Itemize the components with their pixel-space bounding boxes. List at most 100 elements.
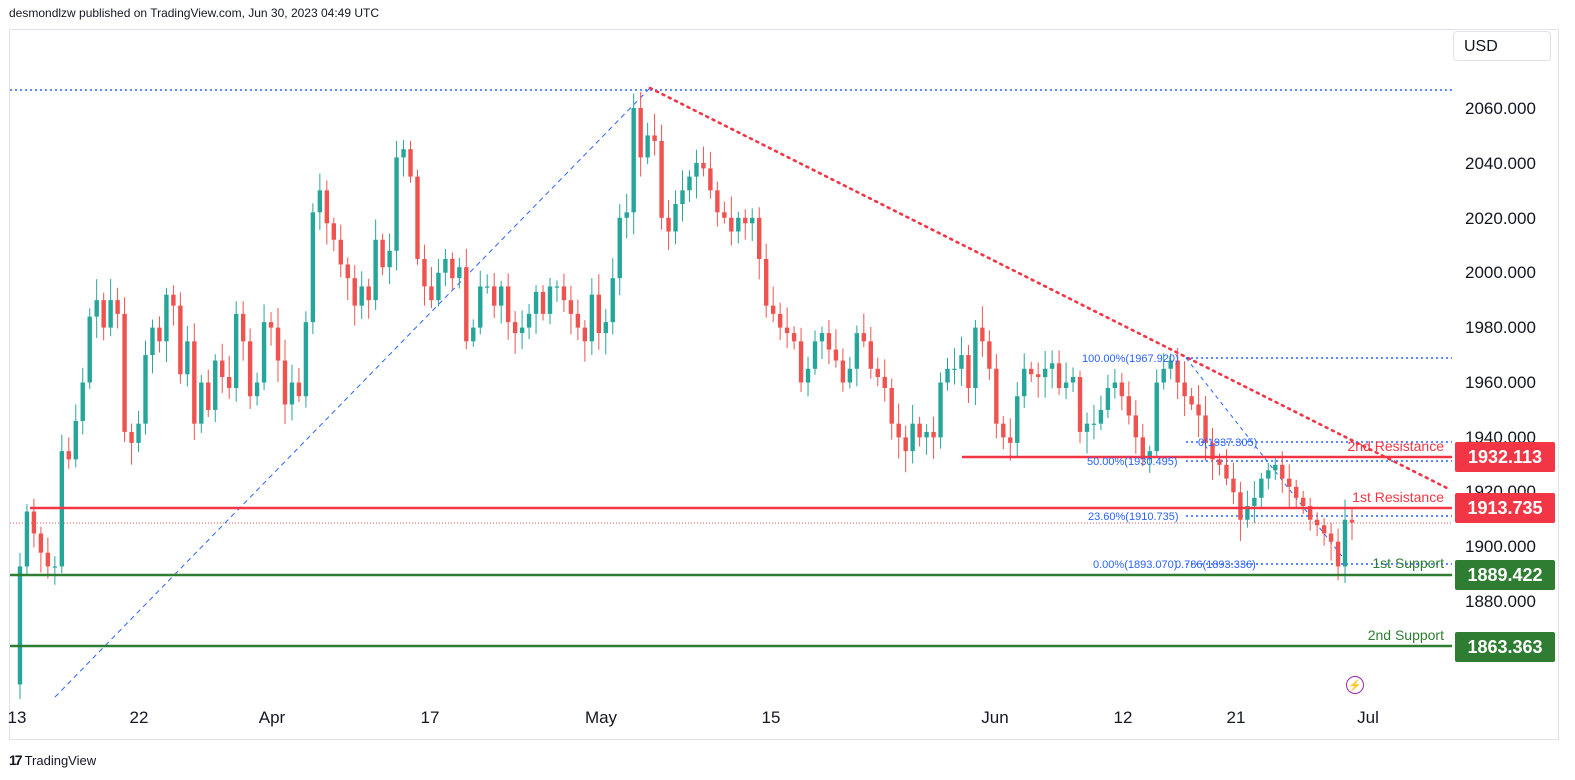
- candle-body: [526, 313, 532, 328]
- candle-body: [1147, 451, 1152, 460]
- candle-body: [129, 431, 134, 443]
- candle-body: [1056, 363, 1062, 388]
- candle-body: [924, 431, 929, 438]
- candle-body: [784, 327, 790, 334]
- candle-body: [415, 176, 420, 259]
- candle-body: [917, 423, 922, 438]
- candle-body: [729, 217, 734, 232]
- candle-body: [910, 423, 915, 452]
- candle-body: [561, 286, 567, 301]
- currency-button[interactable]: USD: [1453, 31, 1551, 61]
- candle-body: [708, 168, 713, 191]
- candle-body: [192, 341, 197, 424]
- x-tick-label: 15: [762, 708, 781, 727]
- candle-body: [268, 322, 274, 328]
- support-2-price-label: 1863.363: [1455, 632, 1555, 662]
- candle-body: [533, 291, 539, 314]
- candle-body: [199, 382, 204, 424]
- x-tick-label: May: [585, 708, 618, 727]
- candle-body: [938, 382, 943, 438]
- candle-body: [987, 341, 992, 369]
- candle-body: [240, 313, 246, 342]
- candle-body: [1112, 382, 1118, 388]
- candle-body: [1314, 519, 1320, 526]
- candle-body: [652, 135, 657, 141]
- candle-body: [1091, 423, 1097, 425]
- candle-body: [512, 322, 518, 334]
- y-tick-label: 1880.000: [1465, 592, 1536, 611]
- candle-body: [1273, 464, 1278, 471]
- candle-body: [805, 368, 811, 383]
- candle-body: [352, 278, 357, 306]
- y-tick-label: 2000.000: [1465, 263, 1536, 282]
- candle-body: [875, 368, 880, 378]
- candle-body: [777, 313, 783, 328]
- tradingview-logo[interactable]: 17 TradingView: [9, 752, 96, 768]
- candle-body: [1217, 459, 1222, 465]
- candle-body: [1231, 478, 1236, 493]
- fib-level-label: 0.00%(1893.070): [1093, 559, 1177, 571]
- candle-body: [617, 217, 622, 279]
- candle-body: [1287, 478, 1292, 487]
- resistance-1-line-label: 1st Resistance: [1352, 489, 1444, 505]
- x-tick-label: 21: [1227, 708, 1246, 727]
- chart-frame[interactable]: [9, 29, 1559, 740]
- candle-body: [498, 286, 504, 306]
- candle-body: [1133, 415, 1139, 438]
- fib-level-label: 100.00%(1967.920): [1082, 353, 1179, 365]
- candle-body: [471, 327, 476, 342]
- candle-body: [296, 382, 302, 397]
- candle-body: [275, 327, 281, 361]
- candle-body: [220, 360, 225, 378]
- candle-body: [1154, 382, 1159, 452]
- candle-body: [73, 420, 78, 460]
- candle-body: [945, 368, 950, 383]
- candle-body: [903, 437, 908, 452]
- y-tick-label: 2020.000: [1465, 209, 1536, 228]
- candle-body: [1175, 360, 1180, 383]
- candle-body: [289, 382, 295, 405]
- candle-body: [401, 149, 406, 158]
- candle-body: [722, 212, 727, 218]
- candle-body: [743, 217, 748, 224]
- candle-body: [1189, 396, 1194, 405]
- candle-body: [582, 327, 588, 342]
- candle-body: [206, 382, 211, 410]
- candle-body: [317, 190, 323, 213]
- candle-body: [457, 267, 462, 279]
- candle-body: [994, 368, 999, 424]
- candle-body: [80, 382, 85, 421]
- x-tick-label: 22: [130, 708, 149, 727]
- fib-level-label: 50.00%(1930.495): [1087, 456, 1178, 468]
- candle-body: [1168, 360, 1173, 369]
- candle-body: [87, 316, 92, 383]
- candle-body: [1077, 377, 1083, 432]
- support-1-line-label: 1st Support: [1372, 555, 1444, 571]
- publish-header: desmondlzw published on TradingView.com,…: [9, 6, 380, 20]
- candle-body: [310, 212, 316, 323]
- candle-body: [666, 217, 671, 232]
- candle-body: [1294, 486, 1299, 498]
- candle-body: [959, 355, 964, 369]
- candle-body: [596, 294, 602, 334]
- candle-body: [94, 300, 99, 317]
- candle-body: [840, 360, 846, 383]
- candle-body: [1280, 464, 1285, 479]
- candle-body: [282, 360, 288, 405]
- candle-body: [798, 341, 804, 383]
- candle-body: [673, 204, 678, 232]
- candle-body: [1349, 519, 1355, 523]
- support-2-line-label: 2nd Support: [1368, 627, 1444, 643]
- lightning-icon[interactable]: ⚡: [1346, 676, 1364, 694]
- candle-body: [52, 566, 58, 568]
- candle-body: [931, 431, 936, 438]
- candle-body: [359, 286, 364, 306]
- candle-body: [750, 217, 755, 224]
- candle-body: [1161, 368, 1166, 383]
- descending-trendline: [648, 86, 1449, 490]
- candle-body: [261, 322, 267, 383]
- y-tick-label: 1900.000: [1465, 537, 1536, 556]
- brand-label: TradingView: [24, 752, 97, 768]
- candle-body: [478, 286, 483, 328]
